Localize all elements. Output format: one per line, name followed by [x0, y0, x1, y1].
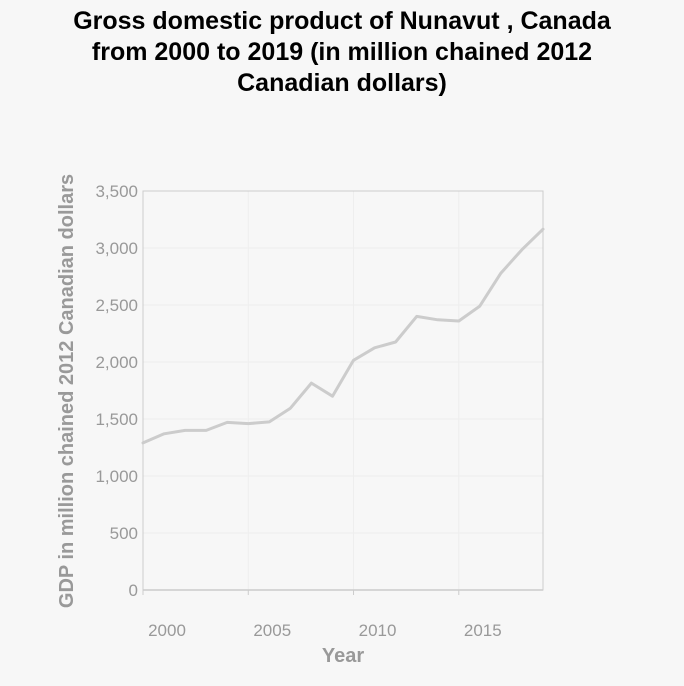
y-tick-label: 1,500	[95, 410, 138, 429]
grid	[143, 190, 543, 590]
x-tick-label: 2010	[359, 621, 397, 640]
x-axis-ticks: 2000 2005 2010 2015	[142, 589, 543, 640]
y-tick-label: 2,500	[95, 296, 138, 315]
y-axis-ticks: 0 500 1,000 1,500 2,000 2,500 3,000 3,500	[95, 182, 138, 600]
y-tick-label: 3,000	[95, 239, 138, 258]
series-line	[141, 227, 545, 445]
y-tick-label: 1,000	[95, 467, 138, 486]
y-tick-label: 2,000	[95, 353, 138, 372]
x-tick-label: 2000	[148, 621, 186, 640]
series-group	[141, 227, 545, 445]
chart-title: Gross domestic product of Nunavut , Cana…	[73, 7, 612, 97]
y-tick-label: 3,500	[95, 182, 138, 201]
plot-frame	[142, 190, 544, 591]
chart-title-line-1: Gross domestic product of Nunavut , Cana…	[73, 7, 612, 35]
x-axis-label: Year	[322, 645, 364, 667]
chart-title-line-3: Canadian dollars)	[237, 69, 447, 97]
chart-title-line-2: from 2000 to 2019 (in million chained 20…	[92, 38, 592, 66]
y-tick-label: 500	[110, 524, 138, 543]
y-tick-label: 0	[129, 581, 138, 600]
x-tick-label: 2015	[464, 621, 502, 640]
x-tick-label: 2005	[253, 621, 291, 640]
y-axis-label: GDP in million chained 2012 Canadian dol…	[56, 174, 78, 608]
